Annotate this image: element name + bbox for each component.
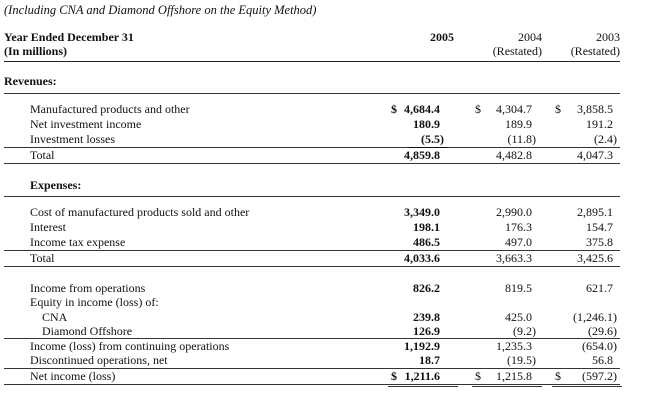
header-col-2003-restated: (Restated): [570, 44, 620, 58]
row-label: Interest: [30, 220, 66, 234]
value-2005: 18.7: [419, 353, 440, 367]
value-2005: 126.9: [413, 324, 440, 338]
header-col-2004: 2004: [518, 30, 542, 44]
value-2004: 1,235.3: [496, 339, 532, 353]
expenses-section-title: Expenses:: [30, 178, 82, 192]
value-2004: 4,482.8: [496, 148, 532, 162]
value-2003: 621.7: [586, 281, 613, 295]
value-2004: 3,663.3: [496, 251, 532, 265]
total-rule: [4, 266, 620, 267]
row-rule: [4, 147, 620, 148]
value-2005: 4,033.6: [404, 251, 440, 265]
value-2005: 1,192.9: [404, 339, 440, 353]
row-rule: [4, 250, 620, 251]
value-2004: 819.5: [505, 281, 532, 295]
value-2003: 4,047.3: [577, 148, 613, 162]
subtotal-rule-2005: [408, 147, 448, 148]
total-rule: [4, 163, 620, 164]
value-2003: 154.7: [586, 220, 613, 234]
row-label: Total: [30, 251, 55, 265]
expenses-section-rule: [4, 196, 620, 197]
value-2004: 1,215.8: [496, 369, 532, 383]
value-2004: (9.2): [513, 324, 536, 338]
header-rule: [4, 61, 620, 62]
value-2004: 4,304.7: [496, 102, 532, 116]
value-2004: (11.8): [507, 132, 536, 146]
value-2003: (597.2): [582, 369, 617, 383]
header-units-label: (In millions): [4, 44, 68, 58]
value-2003: 375.8: [586, 235, 613, 249]
double-rule-2004: [472, 386, 542, 387]
equity-income-label: Equity in income (loss) of:: [30, 295, 159, 309]
value-2005: 239.8: [413, 310, 440, 324]
value-2005: 4,684.4: [404, 102, 440, 116]
row-label: Manufactured products and other: [30, 102, 190, 116]
revenues-section-title: Revenues:: [4, 74, 57, 88]
value-2003: 56.8: [592, 353, 613, 367]
currency-symbol: $: [475, 369, 481, 383]
value-2003: (29.6): [588, 324, 617, 338]
row-label: Income (loss) from continuing operations: [30, 339, 230, 353]
revenues-section-rule: [4, 93, 620, 94]
currency-symbol: $: [555, 102, 561, 116]
table-subtitle: (Including CNA and Diamond Offshore on t…: [4, 3, 317, 17]
header-year-label: Year Ended December 31: [4, 30, 134, 44]
header-col-2004-restated: (Restated): [492, 44, 542, 58]
currency-symbol: $: [391, 369, 397, 383]
value-2005: 3,349.0: [404, 205, 440, 219]
row-label: Investment losses: [30, 132, 115, 146]
value-2003: (2.4): [594, 132, 617, 146]
row-rule: [4, 368, 620, 369]
value-2003: 3,425.6: [577, 251, 613, 265]
value-2004: 189.9: [505, 117, 532, 131]
value-2005: 1,211.6: [404, 369, 440, 383]
value-2005: 198.1: [413, 220, 440, 234]
value-2004: 497.0: [505, 235, 532, 249]
double-rule-2005: [388, 386, 458, 387]
value-2003: 3,858.5: [577, 102, 613, 116]
row-label: Discontinued operations, net: [30, 353, 168, 367]
value-2005: (5.5): [421, 132, 444, 146]
value-2003: 191.2: [586, 117, 613, 131]
row-label: Net income (loss): [30, 369, 116, 383]
row-label: Total: [30, 148, 55, 162]
value-2004: 176.3: [505, 220, 532, 234]
value-2005: 486.5: [413, 235, 440, 249]
row-label: CNA: [42, 310, 68, 324]
row-label: Net investment income: [30, 117, 142, 131]
header-col-2003: 2003: [596, 30, 620, 44]
value-2005: 180.9: [413, 117, 440, 131]
row-label: Income tax expense: [30, 235, 126, 249]
bottom-rule: [4, 384, 620, 385]
row-label: Diamond Offshore: [42, 324, 133, 338]
value-2004: 2,990.0: [496, 205, 532, 219]
value-2004: 425.0: [505, 310, 532, 324]
value-2003: (1,246.1): [573, 310, 617, 324]
value-2005: 826.2: [413, 281, 440, 295]
currency-symbol: $: [475, 102, 481, 116]
value-2005: 4,859.8: [404, 148, 440, 162]
value-2003: 2,895.1: [577, 205, 613, 219]
header-col-2005: 2005: [430, 30, 454, 44]
row-rule: [4, 338, 620, 339]
value-2004: (19.5): [507, 353, 536, 367]
currency-symbol: $: [391, 102, 397, 116]
currency-symbol: $: [555, 369, 561, 383]
value-2003: (654.0): [582, 339, 617, 353]
row-label: Cost of manufactured products sold and o…: [30, 205, 250, 219]
double-rule-2003: [552, 386, 622, 387]
row-label: Income from operations: [30, 281, 146, 295]
